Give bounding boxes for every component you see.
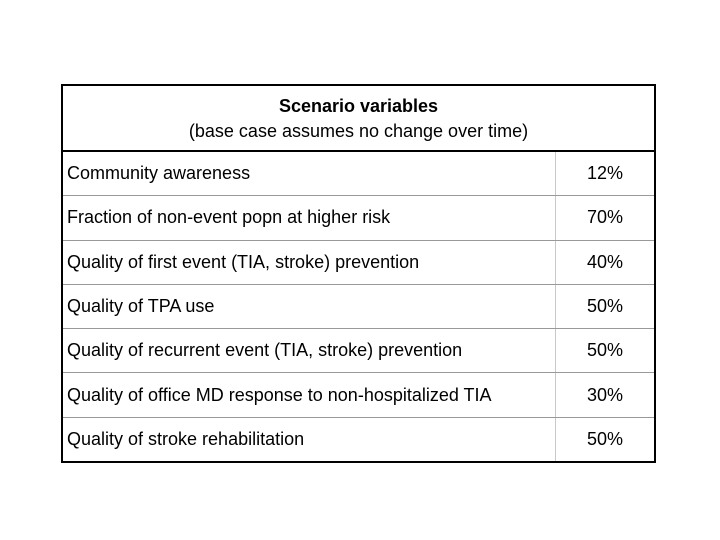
row-value: 70% xyxy=(555,196,654,240)
table-row: Fraction of non-event popn at higher ris… xyxy=(63,196,654,241)
table-row: Community awareness 12% xyxy=(63,152,654,197)
table-row: Quality of TPA use 50% xyxy=(63,284,654,330)
row-label: Quality of TPA use xyxy=(67,295,215,316)
table-subtitle: (base case assumes no change over time) xyxy=(188,120,529,141)
table-header: Scenario variables (base case assumes no… xyxy=(63,86,654,152)
table-row: Quality of first event (TIA, stroke) pre… xyxy=(63,240,654,285)
row-label: Community awareness xyxy=(67,163,251,184)
row-value: 50% xyxy=(555,329,654,373)
row-value: 30% xyxy=(555,373,654,417)
table-row: Quality of recurrent event (TIA, stroke)… xyxy=(63,329,654,374)
row-value: 40% xyxy=(555,240,654,284)
row-label: Quality of stroke rehabilitation xyxy=(67,428,305,449)
table-row: Quality of stroke rehabilitation 50% xyxy=(63,417,654,461)
row-value: 50% xyxy=(555,417,654,461)
row-value: 50% xyxy=(555,284,654,329)
table-body: Community awareness 12% Fraction of non-… xyxy=(63,152,654,461)
row-label: Quality of first event (TIA, stroke) pre… xyxy=(67,251,420,272)
row-value: 12% xyxy=(555,152,654,196)
row-label: Quality of recurrent event (TIA, stroke)… xyxy=(67,340,463,361)
scenario-variables-table: Scenario variables (base case assumes no… xyxy=(61,84,656,463)
table-row: Quality of office MD response to non-hos… xyxy=(63,373,654,418)
row-label: Quality of office MD response to non-hos… xyxy=(67,384,492,405)
row-label: Fraction of non-event popn at higher ris… xyxy=(67,207,391,228)
table-title: Scenario variables xyxy=(278,95,439,116)
